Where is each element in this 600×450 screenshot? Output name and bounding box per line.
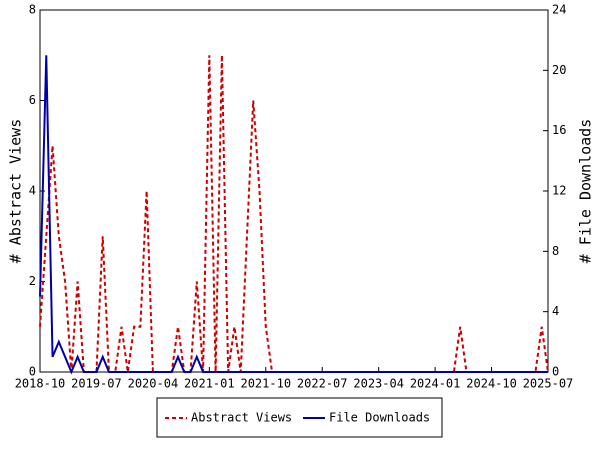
x-tick-label: 2023-04 (353, 377, 404, 391)
legend-label: File Downloads (329, 411, 430, 425)
data-line (39, 55, 548, 375)
y-tick-label: 2 (29, 274, 36, 288)
y-tick-label: 4 (29, 184, 36, 198)
y2-tick-label: 24 (552, 3, 566, 17)
y2-tick-label: 12 (552, 184, 566, 198)
y2-tick-label: 8 (552, 244, 559, 258)
x-tick-label: 2019-07 (71, 377, 122, 391)
y2-tick-label: 0 (552, 365, 559, 379)
y2-tick-label: 20 (552, 63, 566, 77)
x-tick-label: 2025-07 (523, 377, 574, 391)
y2-tick-label: 16 (552, 123, 566, 137)
data-line (39, 55, 549, 373)
y-tick-label: 8 (29, 3, 36, 17)
y2-axis-title: # File Downloads (577, 119, 595, 264)
x-tick-label: 2021-10 (240, 377, 291, 391)
x-tick-label: 2022-07 (297, 377, 348, 391)
y-tick-label: 0 (29, 365, 36, 379)
x-tick-label: 2018-10 (15, 377, 66, 391)
x-tick-label: 2021-01 (184, 377, 235, 391)
legend (156, 397, 443, 438)
x-tick-label: 2020-04 (128, 377, 179, 391)
x-tick-label: 2024-10 (466, 377, 517, 391)
x-tick-label: 2024-01 (410, 377, 461, 391)
y-axis-title: # Abstract Views (7, 119, 25, 264)
legend-label: Abstract Views (191, 411, 292, 425)
plot-frame (39, 9, 549, 373)
y2-tick-label: 4 (552, 304, 559, 318)
y-tick-label: 6 (29, 93, 36, 107)
